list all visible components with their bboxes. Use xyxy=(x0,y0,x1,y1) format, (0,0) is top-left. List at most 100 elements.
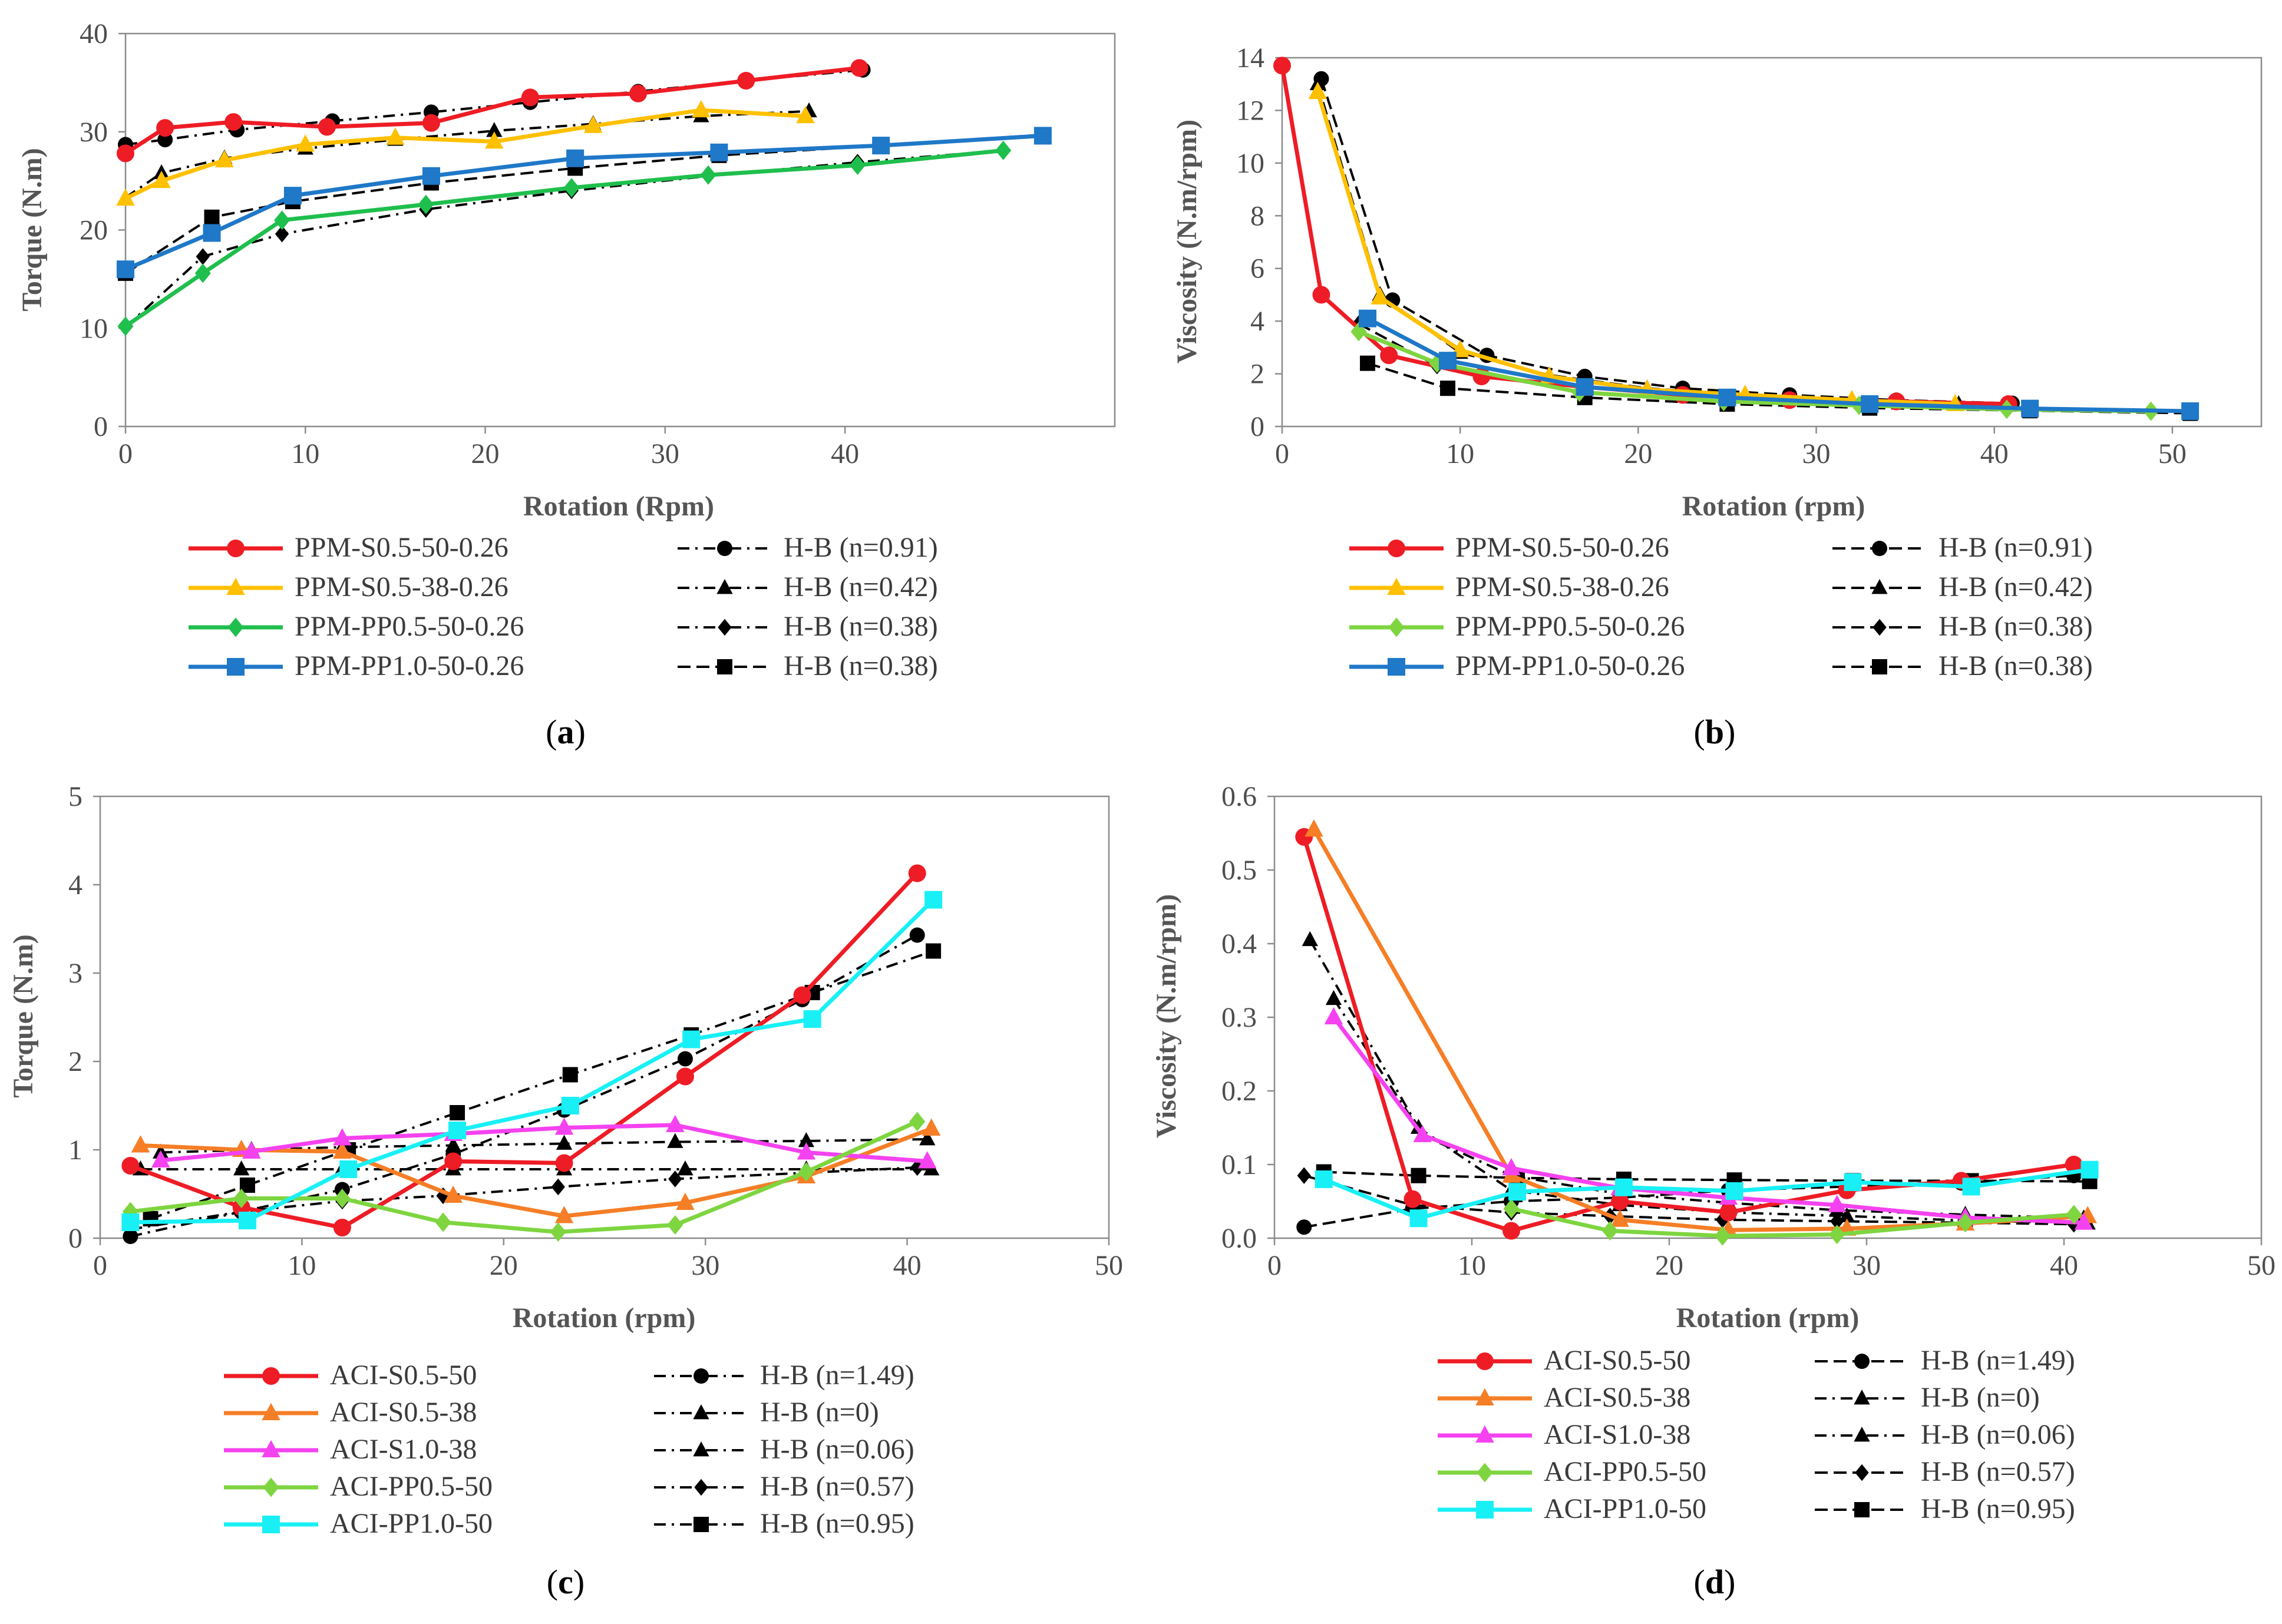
series-line xyxy=(1323,1167,2091,1221)
data-point xyxy=(1611,1192,1629,1210)
x-tick-label: 10 xyxy=(288,1250,316,1281)
data-point xyxy=(1503,1199,1520,1219)
x-tick-label: 10 xyxy=(1446,438,1474,469)
data-point xyxy=(1829,1225,1845,1245)
legend-marker xyxy=(693,1404,709,1420)
y-axis-label: Torque (N.m) xyxy=(8,934,39,1097)
legend-label: H-B (n=0.95) xyxy=(1921,1493,2075,1524)
data-point xyxy=(710,143,728,161)
series-line xyxy=(1332,1016,2084,1225)
data-point xyxy=(2065,1156,2083,1173)
data-point xyxy=(677,1160,693,1176)
y-tick-label: 0.3 xyxy=(1221,1002,1257,1033)
data-point xyxy=(283,187,302,205)
legend-label: PPM-S0.5-50-0.26 xyxy=(295,532,508,563)
data-point xyxy=(1315,1170,1333,1188)
data-point xyxy=(798,1162,814,1182)
data-point xyxy=(242,1141,261,1159)
y-tick-label: 0 xyxy=(68,1223,82,1254)
legend-label: H-B (n=1.49) xyxy=(1921,1345,2075,1376)
data-point xyxy=(1370,287,1389,305)
series-line xyxy=(124,110,810,199)
data-point xyxy=(445,1136,461,1152)
data-point xyxy=(233,1189,250,1208)
data-point xyxy=(1033,127,1052,145)
data-point xyxy=(121,1157,140,1175)
x-axis-label: Rotation (rpm) xyxy=(1676,1302,1860,1334)
series-line xyxy=(130,1119,919,1234)
y-tick-label: 30 xyxy=(80,117,108,148)
data-point xyxy=(872,137,890,155)
data-point xyxy=(333,1128,352,1146)
data-point xyxy=(339,1160,358,1178)
legend-label: H-B (n=0.06) xyxy=(760,1434,914,1465)
legend-marker xyxy=(1854,1502,1870,1517)
data-point xyxy=(444,1185,463,1203)
legend-label: H-B (n=0.06) xyxy=(1921,1419,2075,1450)
legend-label: ACI-PP0.5-50 xyxy=(330,1471,493,1502)
data-point xyxy=(1502,1158,1521,1176)
chart-b: 0 10 20 30 40 50 0 2 4 6 8 10 12 14 Rotation (rpm) Visc… xyxy=(1171,42,2263,751)
x-tick-label: 0 xyxy=(1267,1250,1282,1281)
data-point xyxy=(995,140,1012,160)
x-tick-label: 50 xyxy=(2247,1250,2276,1281)
data-point xyxy=(676,1067,694,1086)
data-point xyxy=(1718,388,1736,406)
series-9 xyxy=(143,943,942,1226)
data-point xyxy=(151,1150,170,1167)
legend-label: H-B (n=0.91) xyxy=(1938,532,2093,563)
legend-label: ACI-PP1.0-50 xyxy=(330,1508,493,1539)
x-tick-label: 30 xyxy=(651,438,679,469)
legend-marker xyxy=(262,1440,280,1457)
figure-caption: (b) xyxy=(1694,713,1736,751)
legend-label: H-B (n=0.38) xyxy=(1938,611,2093,642)
data-point xyxy=(850,59,868,77)
series-7 xyxy=(118,127,1051,281)
legend-label: PPM-PP1.0-50-0.26 xyxy=(295,650,524,682)
data-point xyxy=(1957,1213,1973,1233)
data-point xyxy=(909,1112,926,1132)
legend-marker xyxy=(693,1441,709,1457)
x-tick-label: 50 xyxy=(1095,1250,1123,1281)
legend-label: H-B (n=0.38) xyxy=(784,650,938,682)
y-tick-label: 10 xyxy=(80,313,108,344)
data-point xyxy=(922,1118,941,1136)
data-point xyxy=(1714,1226,1731,1246)
series-3 xyxy=(117,127,1052,279)
legend-marker xyxy=(262,1367,280,1385)
legend-label: PPM-PP0.5-50-0.26 xyxy=(1455,611,1685,642)
data-point xyxy=(1508,1183,1527,1201)
data-point xyxy=(121,1213,140,1231)
figure-caption: (d) xyxy=(1694,1563,1736,1601)
series-line xyxy=(124,148,1004,328)
data-point xyxy=(521,88,539,107)
data-point xyxy=(117,260,134,279)
x-tick-label: 40 xyxy=(831,438,859,469)
data-point xyxy=(333,1219,351,1236)
data-point xyxy=(1324,1007,1343,1024)
legend-label: ACI-S1.0-38 xyxy=(1544,1419,1690,1450)
y-tick-label: 0.5 xyxy=(1221,855,1257,886)
legend-marker xyxy=(227,540,245,557)
data-point xyxy=(668,1170,682,1188)
y-tick-label: 0.1 xyxy=(1221,1149,1257,1180)
x-tick-label: 20 xyxy=(1655,1250,1683,1281)
data-point xyxy=(224,113,243,131)
x-tick-label: 40 xyxy=(893,1250,922,1281)
data-point xyxy=(1325,990,1342,1006)
legend-marker xyxy=(1854,1427,1870,1442)
data-point xyxy=(203,224,221,242)
data-point xyxy=(422,167,440,185)
series-0 xyxy=(1273,57,2017,413)
y-axis-label: Viscosity (N.m/rpm) xyxy=(1171,120,1203,363)
legend-label: H-B (n=0.95) xyxy=(760,1508,914,1539)
y-tick-label: 10 xyxy=(1236,148,1264,179)
series-line xyxy=(1312,828,2088,1232)
figure-caption: (a) xyxy=(546,713,586,751)
legend: ACI-S0.5-50 ACI-S0.5-38 ACI-S1.0-38 ACI-PP0… xyxy=(1438,1345,2075,1524)
legend-label: ACI-S0.5-50 xyxy=(330,1360,477,1391)
series-line xyxy=(1511,1206,2075,1238)
data-point xyxy=(796,105,815,124)
legend-label: H-B (n=0.57) xyxy=(1921,1456,2075,1487)
